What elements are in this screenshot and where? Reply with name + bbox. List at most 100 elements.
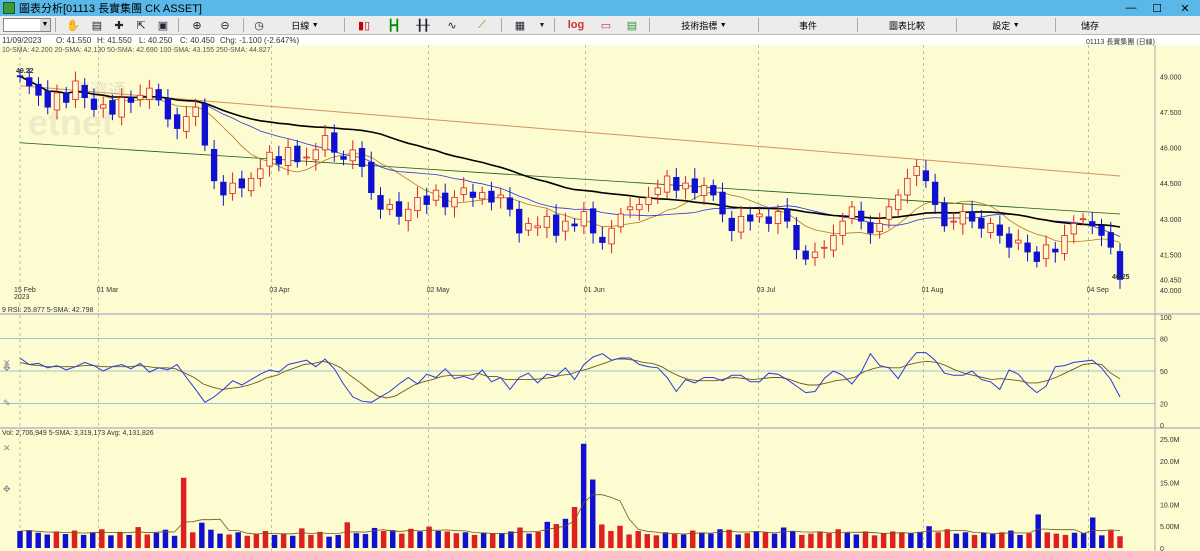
close-icon[interactable]: ✕ bbox=[3, 443, 11, 453]
candle-body bbox=[1042, 244, 1050, 260]
stock-label: 01113 長實集團 (日線) bbox=[1086, 39, 1155, 46]
stock-code-combo[interactable]: ▼ bbox=[3, 18, 51, 32]
candle-body bbox=[1107, 232, 1114, 248]
candle-body bbox=[386, 204, 393, 210]
volume-bar bbox=[744, 533, 750, 548]
pencil-icon[interactable]: ✎ bbox=[3, 398, 11, 408]
candle-body bbox=[784, 208, 791, 222]
volume-bar bbox=[417, 531, 423, 548]
volume-bar bbox=[999, 532, 1005, 548]
volume-bar bbox=[908, 533, 914, 548]
candle-body bbox=[210, 149, 218, 182]
close-icon[interactable]: ✕ bbox=[3, 358, 11, 368]
candle-body bbox=[978, 217, 985, 229]
quote-date: 11/09/2023 bbox=[2, 36, 42, 45]
clock-icon[interactable]: ◷ bbox=[254, 19, 264, 32]
year-label: 2023 bbox=[14, 294, 30, 301]
volume-bar bbox=[190, 532, 196, 548]
volume-bar bbox=[1080, 533, 1087, 548]
price-high-marker: 49.22 bbox=[16, 68, 34, 75]
period-select[interactable]: 日線 ▼ bbox=[270, 17, 340, 33]
volume-bar bbox=[1071, 532, 1078, 548]
volume-bar bbox=[590, 479, 596, 548]
fit-icon[interactable]: ⇱ bbox=[136, 19, 146, 32]
candle-body bbox=[737, 215, 745, 233]
zoom-in-icon[interactable]: ⊕ bbox=[192, 19, 202, 32]
menu-label: 設定 bbox=[992, 20, 1011, 31]
minimize-button[interactable]: — bbox=[1125, 2, 1137, 14]
menu-chart-compare[interactable]: 圖表比較 bbox=[888, 20, 925, 31]
volume-bar bbox=[226, 534, 232, 548]
candle-body bbox=[164, 98, 172, 120]
hand-pan-icon[interactable]: ✋ bbox=[66, 19, 80, 32]
candle-body bbox=[987, 223, 994, 233]
price-axis-label: 44.500 bbox=[1160, 181, 1182, 188]
date-axis-label: 03 Jul bbox=[757, 287, 776, 294]
volume-bar bbox=[144, 534, 150, 548]
toolbar-divider bbox=[243, 18, 244, 32]
volume-bar bbox=[253, 533, 260, 548]
candle-body bbox=[368, 161, 375, 194]
candle-body bbox=[700, 185, 708, 196]
candle-body bbox=[423, 195, 430, 205]
drag-handle-icon[interactable]: ✥ bbox=[3, 484, 11, 494]
compare-icon[interactable]: ▤ bbox=[91, 19, 103, 32]
volume-bar bbox=[971, 534, 978, 548]
line-chart-icon[interactable]: ∿ bbox=[447, 19, 457, 32]
volume-bar bbox=[353, 533, 360, 548]
volume-bar bbox=[717, 529, 723, 548]
volume-bar bbox=[517, 527, 523, 548]
volume-header: Vol: 2,706,949 5-SMA: 3,319,173 Avg: 4,1… bbox=[2, 430, 154, 437]
candle-body bbox=[72, 80, 79, 100]
ohlc-chart-icon[interactable]: ┣┫ bbox=[387, 19, 401, 32]
candle-body bbox=[349, 149, 356, 162]
candle-body bbox=[488, 190, 495, 203]
menu-settings[interactable]: 設定 ▼ bbox=[961, 17, 1051, 33]
maximize-button[interactable]: ☐ bbox=[1152, 2, 1162, 15]
toolbar-divider bbox=[649, 18, 650, 32]
bar-chart-icon[interactable]: ╂╂ bbox=[416, 19, 430, 32]
table-icon[interactable]: ▤ bbox=[626, 19, 638, 32]
chevron-down-icon[interactable]: ▼ bbox=[538, 21, 546, 29]
volume-bar bbox=[508, 531, 514, 548]
candle-body bbox=[756, 213, 763, 218]
price-axis-label: 46.000 bbox=[1160, 146, 1182, 153]
zoom-out-icon[interactable]: ⊖ bbox=[220, 19, 230, 32]
volume-bar bbox=[771, 533, 778, 548]
volume-bar bbox=[426, 526, 432, 548]
candle-body bbox=[340, 156, 347, 160]
color-icon[interactable]: ▣ bbox=[157, 19, 169, 32]
menu-save[interactable]: 儲存 bbox=[1080, 20, 1099, 31]
drag-handle-icon[interactable]: ✥ bbox=[3, 363, 11, 373]
rsi-axis-label: 20 bbox=[1160, 401, 1168, 408]
volume-bar bbox=[890, 531, 896, 548]
candlestick-chart-icon[interactable]: ▮▯ bbox=[357, 19, 371, 32]
date-axis-label: 02 May bbox=[427, 287, 450, 294]
panel-divider bbox=[0, 313, 1200, 315]
menu-technical-indicators[interactable]: 技術指標 ▼ bbox=[654, 17, 754, 33]
menu-events[interactable]: 事件 bbox=[798, 20, 817, 31]
cross-icon[interactable]: ✚ bbox=[114, 19, 124, 32]
candle-body bbox=[876, 223, 883, 232]
percent-icon[interactable]: ▭ bbox=[600, 19, 612, 32]
close-button[interactable]: ✕ bbox=[1180, 2, 1190, 15]
candle-body bbox=[543, 215, 551, 228]
candle-body bbox=[811, 251, 819, 259]
volume-bar bbox=[271, 534, 278, 548]
toolbar-divider bbox=[501, 18, 502, 32]
candle-body bbox=[663, 175, 671, 193]
log-scale-toggle[interactable]: log bbox=[567, 19, 585, 31]
candle-body bbox=[136, 94, 144, 100]
volume-bar bbox=[435, 530, 441, 548]
grid-icon[interactable]: ▦ bbox=[514, 19, 526, 32]
rsi-axis-label: 80 bbox=[1160, 337, 1168, 344]
price-panel[interactable] bbox=[0, 45, 1200, 298]
candle-body bbox=[35, 83, 42, 96]
area-chart-icon[interactable]: ⟋ bbox=[478, 18, 486, 31]
chevron-down-icon[interactable]: ▼ bbox=[40, 19, 50, 31]
candle-body bbox=[331, 132, 338, 153]
volume-bar bbox=[826, 533, 832, 548]
candlesticks bbox=[16, 68, 1124, 289]
volume-sma-line bbox=[19, 494, 1121, 535]
